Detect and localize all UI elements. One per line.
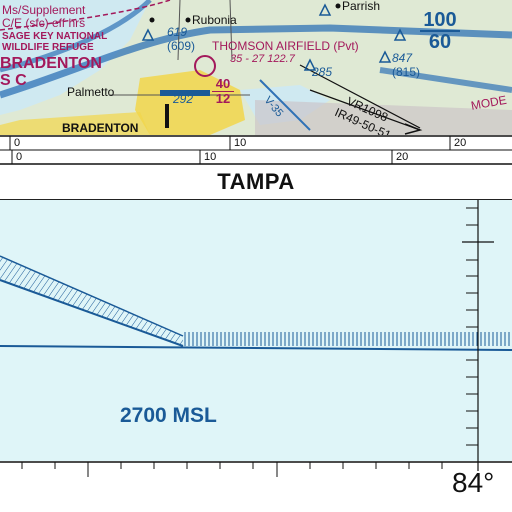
city-label-bradenton: BRADENTON bbox=[62, 121, 139, 135]
class-c-boundary bbox=[0, 24, 512, 99]
town-label-palmetto: Palmetto bbox=[67, 85, 115, 99]
chart-strip-graphics bbox=[0, 0, 512, 135]
elevation-815: (815) bbox=[392, 65, 421, 79]
refuge-line2: WILDLIFE REFUGE bbox=[2, 42, 94, 53]
airspace-floor: 12 bbox=[212, 91, 234, 106]
airspace-boundary-line-main bbox=[0, 345, 512, 351]
inset-title-band: TAMPA bbox=[0, 165, 512, 199]
obstruction-icon bbox=[141, 28, 155, 41]
obstruction-icon bbox=[393, 28, 407, 41]
max-elevation-figure: 100 60 bbox=[420, 10, 460, 52]
route-arrow-icon bbox=[404, 123, 423, 135]
airspace-boundary-east bbox=[379, 67, 512, 93]
scale-bottom-20: 20 bbox=[396, 151, 409, 163]
vr-route-line bbox=[299, 64, 421, 129]
town-label-parrish: Parrish bbox=[342, 0, 381, 13]
town-dot-icon bbox=[335, 3, 341, 9]
v35-airway bbox=[259, 79, 311, 131]
runway bbox=[160, 90, 210, 96]
class-label: S C bbox=[0, 72, 27, 89]
inset-title: TAMPA bbox=[217, 169, 295, 194]
airspace-boundary-line-upper bbox=[0, 255, 184, 337]
obstruction-icon bbox=[303, 58, 317, 71]
scale-bar: 0 10 20 0 10 20 bbox=[0, 135, 512, 165]
airspace-altitude-box: 40 12 bbox=[212, 77, 234, 106]
town-dot-icon bbox=[185, 17, 191, 23]
bradenton-urban-area bbox=[135, 70, 245, 135]
bradenton-urban-area-west bbox=[0, 112, 150, 135]
tampa-inset-map bbox=[0, 199, 512, 462]
airspace-note-line1: Ms/Supplement bbox=[2, 3, 86, 17]
obstruction-icon bbox=[318, 3, 332, 16]
elevation-847: 847 bbox=[392, 51, 413, 65]
altitude-label: 2700 MSL bbox=[120, 404, 217, 427]
town-label-rubonia: Rubonia bbox=[192, 13, 237, 27]
inset-graphics bbox=[0, 200, 512, 462]
airport-symbol-thomson bbox=[194, 55, 216, 77]
city-label-bradenton-large: BRADENTON bbox=[0, 55, 102, 72]
scale-top-0: 0 bbox=[14, 137, 21, 149]
airspace-boundary-hatch-diagonal bbox=[0, 256, 183, 346]
latitude-ticks bbox=[0, 461, 512, 477]
airspace-boundary-line-lower bbox=[0, 279, 184, 347]
obstruction-icon bbox=[378, 50, 392, 63]
refuge-line1: SAGE KEY NATIONAL bbox=[2, 31, 108, 42]
airfield-info: 35 - 27 122.7 bbox=[230, 53, 295, 65]
scale-top-20: 20 bbox=[454, 137, 467, 149]
scale-bar-lines bbox=[0, 135, 512, 165]
road bbox=[177, 0, 181, 61]
airspace-ceiling: 40 bbox=[215, 76, 231, 91]
town-dot-icon bbox=[149, 17, 155, 23]
runway-vertical bbox=[165, 104, 169, 128]
scale-top-10: 10 bbox=[234, 137, 247, 149]
elevation-285: 285 bbox=[312, 65, 333, 79]
max-elevation-top: 100 bbox=[423, 9, 457, 31]
elevation-292: 292 bbox=[173, 92, 194, 106]
airfield-name: THOMSON AIRFIELD (Pvt) bbox=[212, 39, 359, 53]
elevation-619: 619 bbox=[167, 25, 188, 39]
airspace-boundary-west bbox=[0, 0, 152, 73]
elevation-609: (609) bbox=[167, 39, 196, 53]
airspace-boundary-hatch-horizontal bbox=[183, 332, 512, 346]
restricted-tint bbox=[255, 100, 512, 135]
max-elevation-bottom: 60 bbox=[420, 30, 460, 52]
sectional-chart-strip: Ms/Supplement C/E (sfc) eff hrs SAGE KEY… bbox=[0, 0, 512, 135]
road bbox=[229, 0, 233, 61]
airspace-note-line2: C/E (sfc) eff hrs bbox=[2, 16, 86, 30]
mode-c-veil bbox=[0, 0, 171, 31]
latitude-border: 84° bbox=[0, 461, 512, 512]
scale-bottom-10: 10 bbox=[204, 151, 217, 163]
longitude-label: 84° bbox=[452, 467, 495, 498]
scale-bottom-0: 0 bbox=[16, 151, 23, 163]
ir-route-line bbox=[309, 89, 421, 131]
